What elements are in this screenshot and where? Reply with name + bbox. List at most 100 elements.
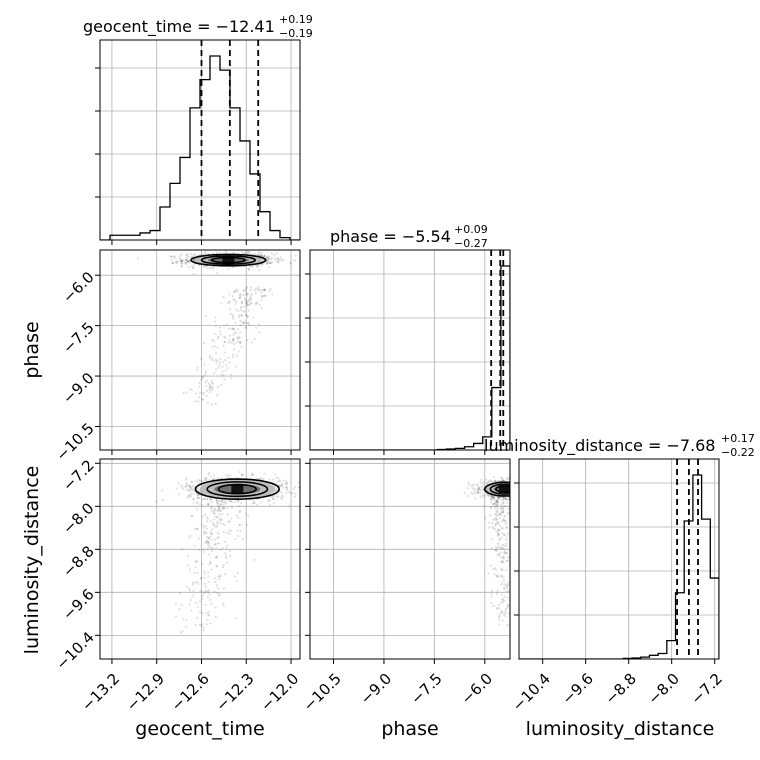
scatter-point [527,493,529,495]
hist-geocent_time [95,39,301,245]
scatter-point [503,497,506,500]
scatter-point [194,623,197,626]
scatter-point [288,505,291,508]
scatter-point [498,614,501,617]
scatter-point [229,341,232,344]
scatter-point [280,491,283,494]
scatter-point [522,488,524,490]
scatter-point [194,561,197,564]
scatter-point [515,490,517,492]
scatter-point [253,337,256,340]
scatter-point [490,589,494,593]
contour-line [200,255,257,265]
scatter-point [500,526,503,530]
scatter-point [238,470,241,474]
contour-line [190,253,267,267]
scatter-point [521,487,523,489]
scatter-point [238,505,241,508]
scatter-point [511,492,513,494]
scatter-point [206,401,210,404]
scatter-point [250,341,253,344]
scatter-point [222,587,225,590]
scatter-point [246,251,249,254]
scatter-point [515,487,517,489]
scatter-point [218,326,222,329]
scatter-point [522,488,524,490]
scatter-point [502,555,505,558]
scatter-point [512,494,514,496]
scatter-point [186,484,189,487]
scatter-point [190,492,193,495]
scatter-point [490,480,493,483]
scatter-point [273,473,277,476]
scatter-point [502,586,506,590]
scatter-point [174,261,178,264]
scatter-point [471,484,474,487]
scatter-point [525,495,527,497]
scatter-point [477,486,480,489]
tick-label-x: −13.2 [78,670,123,715]
scatter-point [218,361,221,364]
scatter-point [491,480,494,483]
scatter-point [513,486,515,488]
scatter-point [197,400,200,403]
scatter-point [222,335,226,338]
scatter-point [524,486,526,488]
scatter-point [515,487,517,489]
scatter-point [180,259,184,262]
scatter-point [204,572,207,575]
scatter-point [250,297,253,300]
scatter-point [511,489,513,491]
scatter-point [206,520,209,523]
scatter-point [494,545,497,549]
scatter-point [506,596,509,599]
scatter-point [268,478,271,481]
scatter-point [505,584,508,588]
scatter-point [214,515,217,518]
scatter-point [251,265,254,268]
scatter-point [510,490,512,492]
scatter-point [516,486,518,488]
scatter-point [266,261,269,264]
scatter-point [511,616,513,618]
scatter-point [238,336,241,339]
scatter-point [239,331,242,334]
scatter-point [212,522,215,525]
scatter-point [206,548,209,551]
hist-phase [305,249,511,455]
scatter-point [201,398,204,401]
scatter-point [500,477,503,480]
scatter-point [264,247,266,249]
scatter-point [217,578,221,581]
scatter-point [208,544,211,547]
scatter-point [247,321,250,325]
scatter-point [289,492,292,495]
scatter-point [194,601,198,605]
scatter-point [232,317,235,320]
scatter-point [505,498,508,501]
scatter-point [215,556,218,559]
scatter-point [192,259,195,262]
scatter-point [192,492,195,496]
scatter-point [289,261,292,264]
scatter-point [189,495,192,498]
scatter-point [500,506,503,510]
scatter-point [274,257,277,260]
scatter-point [198,478,201,482]
scatter-point [511,490,513,492]
scatter-point [208,385,212,389]
scatter-point [492,604,495,608]
scatter-point [180,262,183,265]
scatter-point [253,252,256,256]
scatter-point [260,263,263,266]
scatter-point [500,536,503,539]
scatter-point [475,491,478,495]
scatter-point [513,506,515,508]
scatter-point [232,333,235,336]
scatter-point [242,294,245,297]
scatter-point [498,554,501,557]
scatter-point [224,552,227,555]
scatter-point [503,587,506,590]
scatter-point [213,543,216,546]
scatter-point [502,556,505,559]
